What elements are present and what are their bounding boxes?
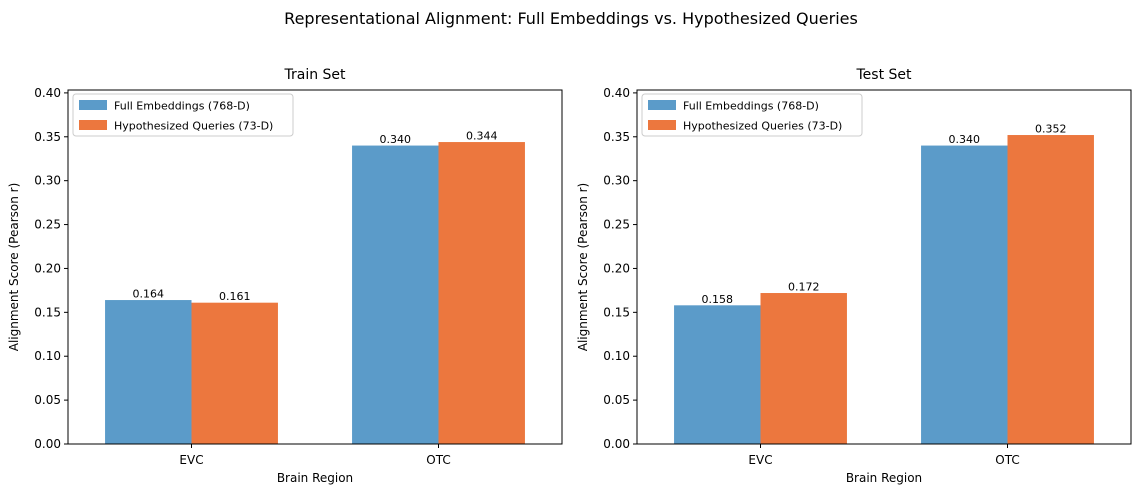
legend-swatch-series-2 bbox=[648, 120, 676, 130]
legend-box bbox=[641, 93, 863, 137]
chart-panel-2: Test Set 0.158 0.340 0.172 0.352 0.00 0.05 0.10… bbox=[576, 67, 1132, 485]
y-tick-label: 0.25 bbox=[34, 218, 61, 232]
legend-entry: Full Embeddings (768-D) bbox=[114, 100, 250, 113]
y-tick-label: 0.25 bbox=[603, 218, 630, 232]
plot-frame bbox=[636, 89, 1132, 445]
y-tick-label: 0.35 bbox=[34, 130, 61, 144]
bar-otc-series-1 bbox=[352, 145, 439, 444]
y-tick-label: 0.30 bbox=[34, 174, 61, 188]
legend: Full Embeddings (768-D) Hypothesized Quer… bbox=[72, 93, 294, 137]
x-tick-label: EVC bbox=[748, 453, 772, 467]
legend: Full Embeddings (768-D) Hypothesized Quer… bbox=[641, 93, 863, 137]
chart-panel-1: Train Set 0.164 0.340 0.161 0.344 0.00 0.05 0.1… bbox=[7, 67, 563, 485]
y-tick-label: 0.35 bbox=[603, 130, 630, 144]
bar-value-label: 0.340 bbox=[949, 133, 981, 146]
y-tick-label: 0.40 bbox=[603, 86, 630, 100]
y-tick-label: 0.20 bbox=[603, 261, 630, 275]
bar-otc-series-2 bbox=[1007, 135, 1094, 445]
y-tick-label: 0.15 bbox=[603, 305, 630, 319]
bar-value-label: 0.158 bbox=[702, 293, 734, 306]
plot-frame bbox=[67, 89, 563, 445]
legend-box bbox=[72, 93, 294, 137]
y-tick-label: 0.05 bbox=[34, 393, 61, 407]
bar-value-label: 0.161 bbox=[219, 290, 251, 303]
bar-value-label: 0.164 bbox=[133, 288, 165, 301]
bar-evc-series-2 bbox=[191, 302, 278, 444]
bar-value-label: 0.340 bbox=[380, 133, 412, 146]
y-tick-label: 0.00 bbox=[34, 437, 61, 451]
chart-title: Train Set bbox=[283, 67, 346, 83]
y-tick-label: 0.10 bbox=[34, 349, 61, 363]
bar-value-label: 0.352 bbox=[1035, 123, 1067, 136]
y-tick-label: 0.20 bbox=[34, 261, 61, 275]
y-tick-label: 0.30 bbox=[603, 174, 630, 188]
x-tick-label: EVC bbox=[179, 453, 203, 467]
y-tick-label: 0.40 bbox=[34, 86, 61, 100]
legend-entry: Hypothesized Queries (73-D) bbox=[114, 120, 273, 133]
y-axis-label: Alignment Score (Pearson r) bbox=[576, 183, 590, 352]
bar-evc-series-1 bbox=[105, 300, 192, 444]
x-axis-label: Brain Region bbox=[277, 471, 353, 485]
y-tick-label: 0.15 bbox=[34, 305, 61, 319]
x-axis-label: Brain Region bbox=[846, 471, 922, 485]
y-axis-label: Alignment Score (Pearson r) bbox=[7, 183, 21, 352]
bar-value-label: 0.172 bbox=[788, 281, 820, 294]
x-tick-label: OTC bbox=[995, 453, 1019, 467]
y-tick-label: 0.05 bbox=[603, 393, 630, 407]
bar-value-label: 0.344 bbox=[466, 130, 498, 143]
figure-title: Representational Alignment: Full Embeddi… bbox=[284, 9, 858, 28]
bar-evc-series-2 bbox=[760, 293, 847, 444]
legend-swatch-series-1 bbox=[79, 100, 107, 110]
legend-entry: Full Embeddings (768-D) bbox=[683, 100, 819, 113]
bar-evc-series-1 bbox=[674, 305, 761, 444]
y-tick-label: 0.00 bbox=[603, 437, 630, 451]
legend-entry: Hypothesized Queries (73-D) bbox=[683, 120, 842, 133]
charts: Train Set 0.164 0.340 0.161 0.344 0.00 0.05 0.1… bbox=[7, 67, 1132, 485]
bar-otc-series-1 bbox=[921, 145, 1008, 444]
x-tick-label: OTC bbox=[426, 453, 450, 467]
chart-title: Test Set bbox=[855, 67, 912, 83]
legend-swatch-series-1 bbox=[648, 100, 676, 110]
legend-swatch-series-2 bbox=[79, 120, 107, 130]
y-tick-label: 0.10 bbox=[603, 349, 630, 363]
bar-otc-series-2 bbox=[438, 142, 525, 444]
